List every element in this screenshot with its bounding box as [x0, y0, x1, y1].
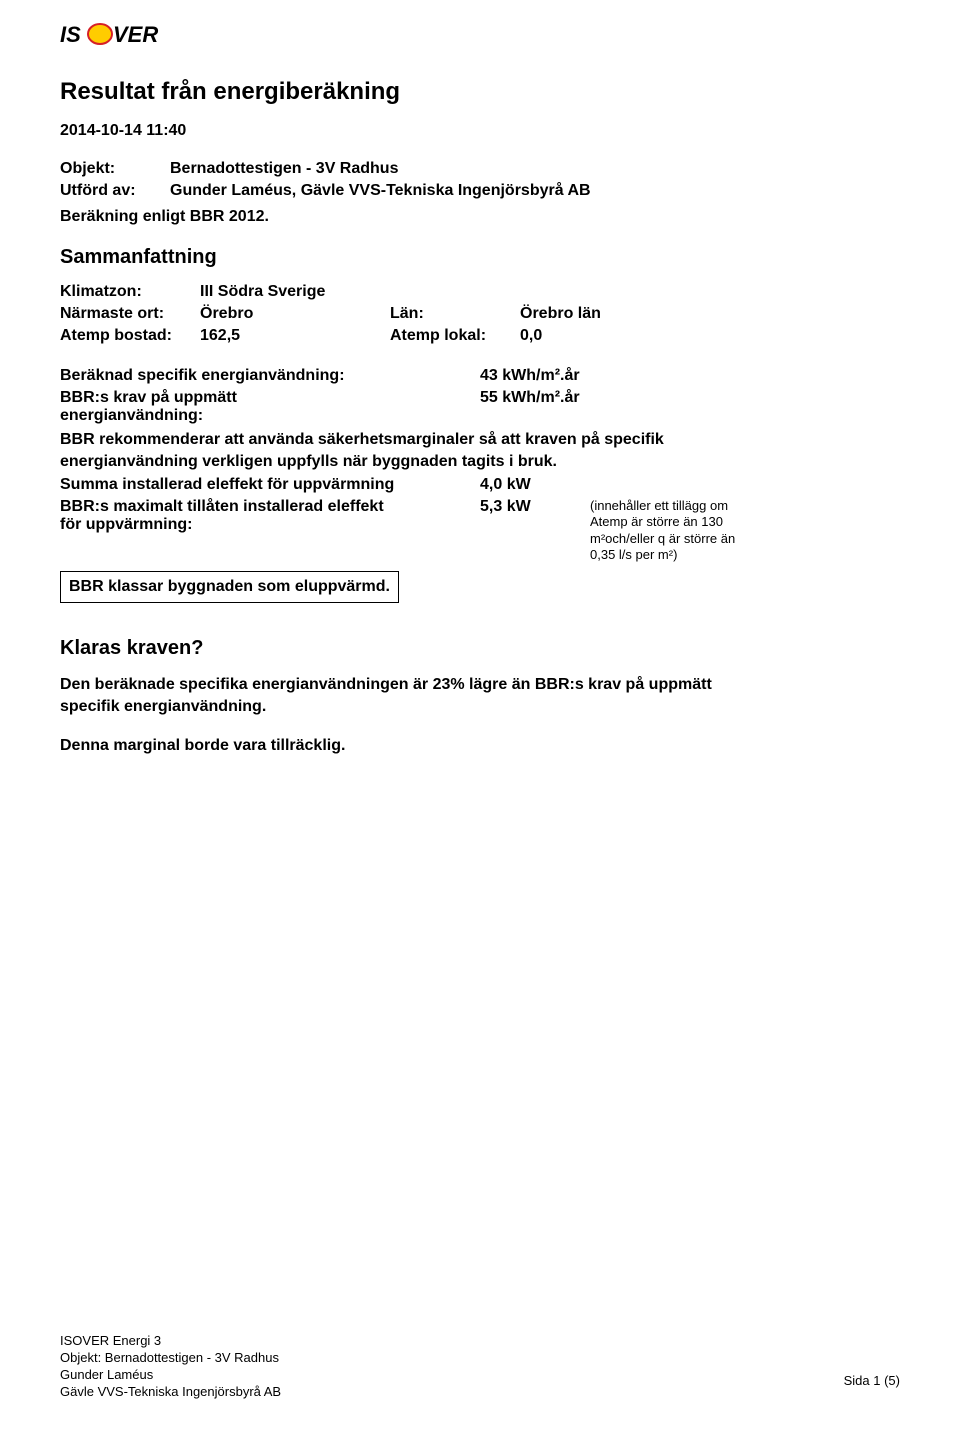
meta-utford-value: Gunder Laméus, Gävle VVS-Tekniska Ingenj… [170, 182, 591, 200]
meta-objekt-value: Bernadottestigen - 3V Radhus [170, 160, 398, 178]
energy-line4-label-a: BBR:s maximalt tillåten installerad elef… [60, 498, 480, 516]
meta-table: Objekt: Bernadottestigen - 3V Radhus Utf… [60, 160, 900, 200]
zone-cell [390, 283, 520, 301]
footer-line4: Gävle VVS-Tekniska Ingenjörsbyrå AB [60, 1384, 281, 1401]
energy-line4-value: 5,3 kW [480, 498, 590, 516]
meta-utford-label: Utförd av: [60, 182, 170, 200]
footer-page-number: Sida 1 (5) [844, 1373, 900, 1390]
energy-block-2: Summa installerad eleffekt för uppvärmni… [60, 476, 740, 563]
footer-line1: ISOVER Energi 3 [60, 1333, 281, 1350]
energy-rec-note: BBR rekommenderar att använda säkerhetsm… [60, 429, 700, 472]
zone-cell: Atemp bostad: [60, 327, 200, 345]
energy-line3-label: Summa installerad eleffekt för uppvärmni… [60, 476, 480, 494]
zone-cell: Atemp lokal: [390, 327, 520, 345]
energy-line2-label-a: BBR:s krav på uppmätt [60, 389, 480, 407]
energy-line2-label-b: energianvändning: [60, 407, 480, 425]
page-title: Resultat från energiberäkning [60, 78, 900, 106]
zone-row: Närmaste ort: Örebro Län: Örebro län [60, 305, 900, 323]
klaras-heading: Klaras kraven? [60, 637, 900, 660]
energy-line3-value: 4,0 kW [480, 476, 590, 494]
energy-block: Beräknad specifik energianvändning: 43 k… [60, 367, 740, 425]
energy-line1-label: Beräknad specifik energianvändning: [60, 367, 480, 385]
klaras-p2: Denna marginal borde vara tillräcklig. [60, 735, 720, 757]
zone-cell: Klimatzon: [60, 283, 200, 301]
sammanfattning-heading: Sammanfattning [60, 246, 900, 269]
zone-cell: Örebro [200, 305, 390, 323]
svg-text:VER: VER [113, 22, 158, 47]
brand-logo: IS VER [60, 20, 900, 50]
footer-line3: Gunder Laméus [60, 1367, 281, 1384]
zone-cell: Örebro län [520, 305, 601, 323]
energy-line4-note: (innehåller ett tillägg om Atemp är stör… [590, 498, 740, 563]
zone-row: Atemp bostad: 162,5 Atemp lokal: 0,0 [60, 327, 900, 345]
zone-cell: 0,0 [520, 327, 542, 345]
zone-cell: III Södra Sverige [200, 283, 390, 301]
zone-cell: 162,5 [200, 327, 390, 345]
page-footer: ISOVER Energi 3 Objekt: Bernadottestigen… [60, 1333, 900, 1401]
svg-text:IS: IS [60, 22, 81, 47]
energy-line2-value: 55 kWh/m².år [480, 389, 590, 407]
zone-cell: Län: [390, 305, 520, 323]
energy-line4-label-b: för uppvärmning: [60, 516, 480, 534]
zone-cell: Närmaste ort: [60, 305, 200, 323]
timestamp: 2014-10-14 11:40 [60, 122, 900, 140]
meta-bbr-line: Beräkning enligt BBR 2012. [60, 208, 900, 226]
energy-box-note: BBR klassar byggnaden som eluppvärmd. [60, 571, 399, 603]
meta-objekt-label: Objekt: [60, 160, 170, 178]
klaras-p1: Den beräknade specifika energianvändning… [60, 674, 720, 717]
energy-line1-value: 43 kWh/m².år [480, 367, 590, 385]
zone-row: Klimatzon: III Södra Sverige [60, 283, 900, 301]
footer-line2: Objekt: Bernadottestigen - 3V Radhus [60, 1350, 281, 1367]
zone-grid: Klimatzon: III Södra Sverige Närmaste or… [60, 283, 900, 345]
